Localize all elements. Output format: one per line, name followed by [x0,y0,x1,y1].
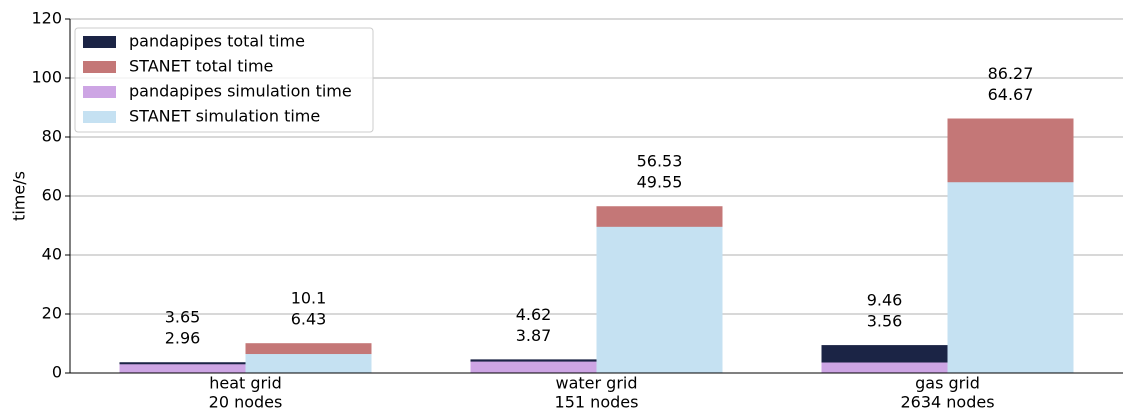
bar [119,364,246,373]
x-tick-label: 20 nodes [209,393,283,411]
legend-swatch [83,36,116,48]
legend: pandapipes total time STANET total time pa… [74,27,374,133]
value-label: 3.87 [516,326,552,345]
value-label: 10.1 [291,289,327,308]
x-tick-label: 151 nodes [555,393,639,411]
legend-label: STANET total time [129,57,273,76]
legend-frame [74,27,374,133]
legend-swatch [83,111,116,123]
bar [245,354,372,373]
legend-label: pandapipes total time [129,32,305,51]
y-tick-label: 0 [52,363,62,382]
value-label: 49.55 [637,173,683,192]
value-label: 3.56 [867,312,903,331]
legend-label: STANET simulation time [129,107,320,126]
legend-swatch [83,61,116,73]
value-label: 86.27 [988,64,1034,83]
legend-swatch [83,86,116,98]
x-tick-label: water grid [555,374,637,393]
x-tick-label: heat grid [209,374,281,393]
y-tick-label: 80 [42,127,62,146]
bar [470,361,597,373]
value-label: 56.53 [637,152,683,171]
bar [947,182,1074,373]
bar [821,362,948,373]
value-label: 3.65 [165,308,201,327]
value-label: 4.62 [516,305,552,324]
y-axis-label: time/s [10,171,29,221]
value-label: 64.67 [988,85,1034,104]
legend-label: pandapipes simulation time [129,82,352,101]
y-tick-label: 60 [42,186,62,205]
x-tick-label: gas grid [915,374,980,393]
y-tick-label: 120 [31,9,62,28]
x-tick-label: 2634 nodes [900,393,994,411]
y-tick-label: 40 [42,245,62,264]
value-label: 6.43 [291,310,327,329]
y-tick-label: 20 [42,304,62,323]
value-label: 9.46 [867,291,903,310]
bar [596,226,723,373]
value-label: 2.96 [165,329,201,348]
y-tick-label: 100 [31,68,62,87]
